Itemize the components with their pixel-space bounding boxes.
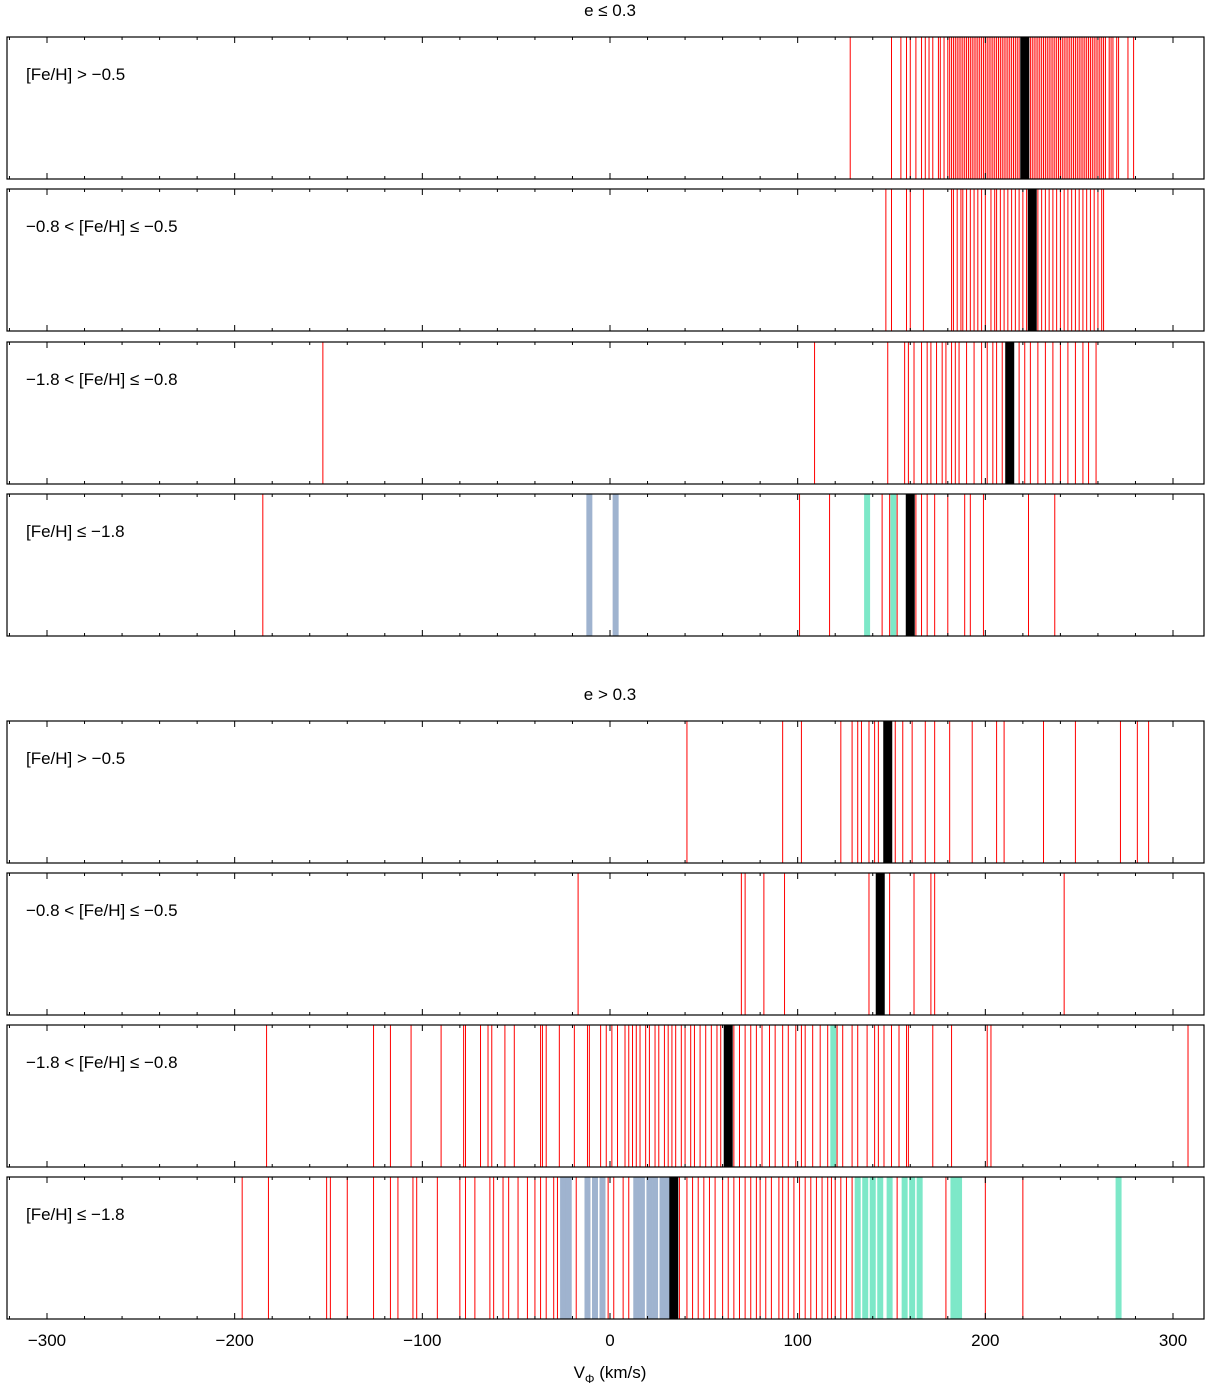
panel-frame [6,1024,1205,1168]
panel-frame [6,872,1205,1016]
panel-metallicity-label: [Fe/H] > −0.5 [26,65,125,84]
panel-frame [6,1176,1205,1320]
panel-frame [6,36,1205,180]
x-tick-label: 200 [971,1331,999,1350]
panel-metallicity-label: [Fe/H] > −0.5 [26,749,125,768]
panel-frame [6,493,1205,637]
panel-metallicity-label: −0.8 < [Fe/H] ≤ −0.5 [26,217,178,236]
panel-metallicity-label: −0.8 < [Fe/H] ≤ −0.5 [26,901,178,920]
panel: −1.8 < [Fe/H] ≤ −0.8 [6,341,1205,485]
panel-metallicity-label: −1.8 < [Fe/H] ≤ −0.8 [26,370,178,389]
panel-frame [6,188,1205,332]
panel: [Fe/H] ≤ −1.8 [6,1176,1205,1320]
x-axis-label-subscript: Φ [585,1372,595,1386]
panel-frame [6,720,1205,864]
x-tick-label: −300 [28,1331,66,1350]
x-axis-label: VΦ (km/s) [574,1363,647,1386]
panels-layer: [Fe/H] > −0.5 −0.8 < [Fe/H] ≤ −0.5 −1.8 < … [6,36,1205,1320]
panel-metallicity-label: [Fe/H] ≤ −1.8 [26,1205,125,1224]
x-tick-label: 300 [1159,1331,1187,1350]
panel-metallicity-label: [Fe/H] ≤ −1.8 [26,522,125,541]
panel-frame [6,341,1205,485]
panel: −0.8 < [Fe/H] ≤ −0.5 [6,872,1205,1016]
x-tick-label: −200 [216,1331,254,1350]
top-group-title: e ≤ 0.3 [584,1,636,20]
x-axis-label-unit: (km/s) [594,1363,646,1382]
bottom-group-title: e > 0.3 [584,685,636,704]
panel: [Fe/H] > −0.5 [6,36,1205,180]
panel-metallicity-label: −1.8 < [Fe/H] ≤ −0.8 [26,1053,178,1072]
panel: −0.8 < [Fe/H] ≤ −0.5 [6,188,1205,332]
panel: [Fe/H] ≤ −1.8 [6,493,1205,637]
panel: [Fe/H] > −0.5 [6,720,1205,864]
x-tick-label: −100 [403,1331,441,1350]
x-tick-label: 100 [783,1331,811,1350]
x-tick-labels: −300 −200 −100 0 100 200 300 [28,1331,1187,1350]
panel: −1.8 < [Fe/H] ≤ −0.8 [6,1024,1205,1168]
x-axis-label-main: V [574,1363,586,1382]
x-tick-label: 0 [605,1331,614,1350]
